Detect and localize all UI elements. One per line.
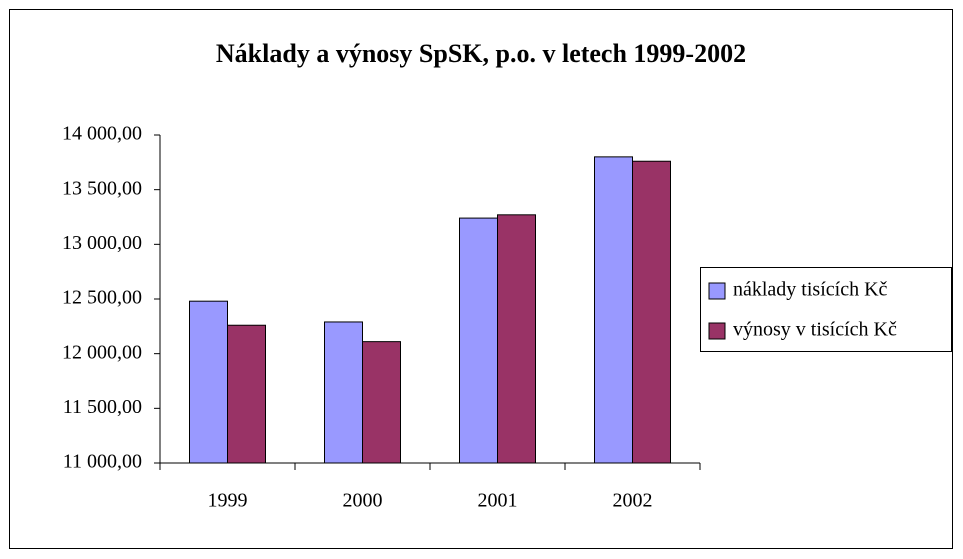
bar: [459, 217, 498, 464]
chart-title: Náklady a výnosy SpSK, p.o. v letech 199…: [216, 39, 746, 68]
y-tick-label: 12 000,00: [62, 341, 142, 363]
bar: [497, 214, 536, 464]
bar: [632, 160, 671, 464]
legend-box: [700, 267, 952, 352]
legend-swatch: [708, 322, 726, 340]
bar: [324, 321, 363, 464]
x-tick-label: 2002: [613, 490, 653, 512]
bar: [594, 156, 633, 464]
legend-swatch: [708, 282, 726, 300]
y-tick-label: 11 500,00: [63, 396, 142, 418]
bar: [189, 300, 228, 464]
legend-label: výnosy v tisících Kč: [733, 319, 897, 341]
y-tick-label: 13 500,00: [62, 177, 142, 199]
y-tick-label: 12 500,00: [62, 287, 142, 309]
y-tick-label: 14 000,00: [62, 123, 142, 145]
legend-label: náklady tisících Kč: [733, 279, 888, 301]
y-tick-label: 13 000,00: [62, 232, 142, 254]
bar: [227, 324, 266, 464]
y-tick-label: 11 000,00: [63, 451, 142, 473]
x-tick-label: 2001: [478, 490, 518, 512]
x-tick-label: 1999: [208, 490, 248, 512]
x-tick-label: 2000: [343, 490, 383, 512]
bar: [362, 341, 401, 464]
